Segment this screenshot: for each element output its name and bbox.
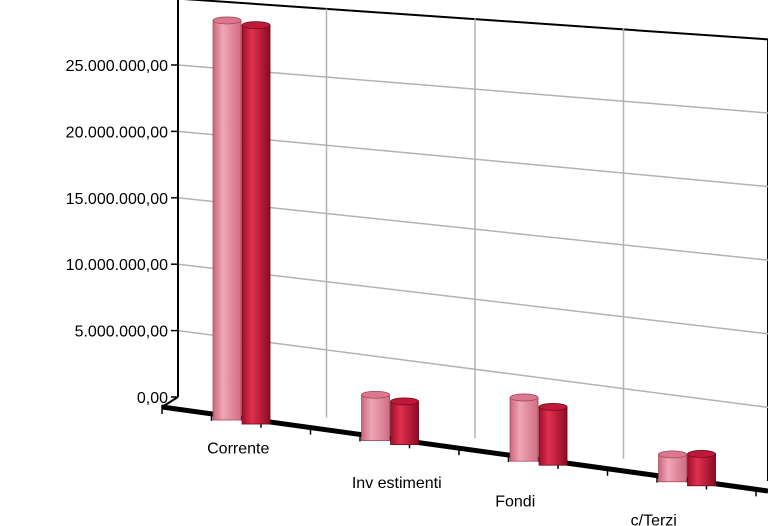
- grid-lines: [177, 8, 768, 459]
- bar-fondi-series-2: [538, 402, 568, 466]
- y-tick-label: 25.000.000,00: [66, 58, 168, 75]
- gridline-horizontal: [177, 263, 768, 335]
- x-tick-label: c/Terzi: [631, 512, 677, 526]
- y-tick-label: 15.000.000,00: [66, 191, 168, 208]
- bar-c-terzi-series-2: [687, 450, 716, 487]
- y-tick-label: 10.000.000,00: [66, 257, 168, 274]
- x-tick-label: Fondi: [495, 494, 535, 511]
- bar-corrente-series-1: [212, 16, 242, 421]
- bars: [212, 16, 716, 487]
- bar-fondi-series-1: [509, 393, 539, 462]
- bar-corrente-series-2: [241, 21, 271, 425]
- x-tick-label: Inv estimenti: [352, 475, 442, 492]
- gridline-horizontal: [177, 64, 768, 114]
- y-tick-labels: 0,00 5.000.000,00 10.000.000,00 15.000.000,…: [66, 58, 168, 407]
- x-tick-label: Corrente: [207, 441, 269, 458]
- bar-inv-estimenti-series-2: [390, 397, 419, 446]
- y-tick-label: 20.000.000,00: [66, 124, 168, 141]
- x-tick-labels: Corrente Inv estimenti Fondi c/Terzi: [207, 441, 677, 526]
- y-tick-label: 0,00: [137, 390, 168, 407]
- bar-inv-estimenti-series-1: [361, 390, 390, 442]
- gridline-horizontal: [177, 329, 768, 409]
- bar-c-terzi-series-1: [658, 450, 687, 483]
- gridline-horizontal: [177, 130, 768, 188]
- y-tick-label: 5.000.000,00: [75, 324, 169, 341]
- gridline-horizontal: [177, 197, 768, 261]
- floor-side-edge: [161, 396, 179, 408]
